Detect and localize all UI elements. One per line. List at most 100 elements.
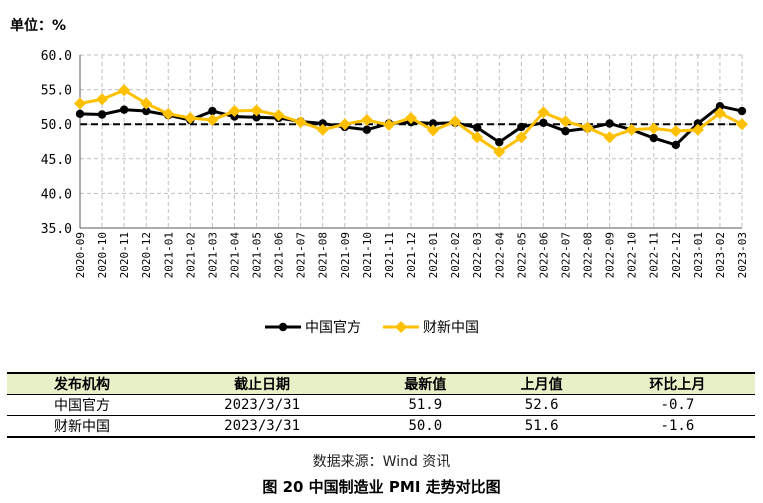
x-tick-label: 2022-05 bbox=[515, 232, 528, 278]
data-point bbox=[162, 107, 175, 120]
x-tick-label: 2021-03 bbox=[206, 232, 219, 278]
data-point bbox=[74, 97, 86, 110]
x-tick-label: 2023-01 bbox=[692, 232, 705, 278]
table-header-row: 发布机构 截止日期 最新值 上月值 环比上月 bbox=[7, 372, 755, 395]
cell-mom: -1.6 bbox=[599, 415, 755, 438]
pmi-summary-table: 发布机构 截止日期 最新值 上月值 环比上月 中国官方 2023/3/31 51… bbox=[7, 372, 755, 438]
x-tick-label: 2021-11 bbox=[383, 232, 396, 278]
y-tick-label: 60.0 bbox=[41, 49, 72, 64]
unit-label: 单位：% bbox=[10, 17, 66, 34]
x-tick-label: 2022-03 bbox=[471, 232, 484, 278]
data-point bbox=[495, 137, 504, 147]
table-row: 财新中国 2023/3/31 50.0 51.6 -1.6 bbox=[7, 415, 755, 438]
legend-label: 财新中国 bbox=[423, 320, 479, 336]
series-caixin bbox=[74, 84, 748, 158]
data-point bbox=[515, 131, 528, 144]
data-point bbox=[360, 114, 373, 127]
source-note: 数据来源：Wind 资讯 bbox=[312, 454, 451, 470]
y-tick-label: 50.0 bbox=[41, 118, 72, 133]
x-tick-label: 2022-02 bbox=[449, 232, 462, 278]
legend-label: 中国官方 bbox=[305, 320, 361, 336]
data-point bbox=[605, 119, 614, 128]
x-tick-label: 2021-02 bbox=[184, 232, 197, 278]
data-point bbox=[473, 123, 482, 132]
x-tick-label: 2022-06 bbox=[537, 232, 550, 278]
data-point bbox=[449, 115, 462, 128]
cell-latest: 51.9 bbox=[367, 394, 484, 416]
data-point bbox=[581, 121, 594, 134]
data-point bbox=[427, 124, 440, 137]
header-mom: 环比上月 bbox=[599, 372, 755, 395]
data-point bbox=[318, 119, 327, 128]
cell-prev: 52.6 bbox=[483, 394, 600, 416]
data-point bbox=[603, 131, 616, 144]
data-point bbox=[517, 122, 526, 132]
x-tick-label: 2021-05 bbox=[251, 232, 264, 278]
data-point bbox=[713, 107, 726, 120]
data-point bbox=[669, 125, 682, 138]
data-point bbox=[537, 106, 550, 119]
figure-caption: 图 20 中国制造业 PMI 走势对比图 bbox=[262, 478, 501, 496]
data-point bbox=[294, 116, 307, 129]
data-point bbox=[539, 118, 548, 128]
data-point bbox=[119, 105, 129, 114]
x-tick-label: 2021-07 bbox=[295, 232, 308, 278]
data-point bbox=[206, 114, 219, 127]
legend-swatch-marker bbox=[395, 321, 407, 333]
cell-prev: 51.6 bbox=[483, 415, 600, 438]
data-point bbox=[561, 126, 570, 136]
data-point bbox=[362, 125, 372, 134]
x-tick-label: 2021-08 bbox=[317, 232, 330, 278]
data-point bbox=[428, 119, 438, 128]
x-tick-label: 2022-08 bbox=[582, 232, 595, 278]
data-point bbox=[691, 123, 704, 136]
x-tick-label: 2021-12 bbox=[405, 232, 418, 278]
data-point bbox=[250, 104, 263, 117]
x-tick-label: 2022-11 bbox=[648, 232, 661, 278]
data-point bbox=[715, 102, 725, 111]
x-tick-label: 2022-01 bbox=[427, 232, 440, 278]
data-point bbox=[252, 113, 261, 122]
legend-item: 财新中国 bbox=[383, 320, 479, 336]
x-tick-label: 2020-12 bbox=[140, 232, 153, 278]
cell-org: 财新中国 bbox=[7, 415, 157, 438]
x-tick-label: 2020-11 bbox=[118, 232, 131, 278]
cell-date: 2023/3/31 bbox=[157, 415, 368, 438]
data-point bbox=[493, 145, 506, 158]
data-point bbox=[142, 106, 151, 116]
x-tick-label: 2022-09 bbox=[604, 232, 617, 278]
x-tick-label: 2020-10 bbox=[96, 232, 109, 278]
header-date: 截止日期 bbox=[157, 372, 368, 395]
data-point bbox=[693, 119, 703, 128]
data-point bbox=[272, 109, 285, 122]
data-point bbox=[97, 110, 107, 119]
data-point bbox=[208, 106, 217, 116]
data-point bbox=[184, 111, 197, 124]
data-point bbox=[316, 123, 329, 136]
x-tick-label: 2021-06 bbox=[273, 232, 286, 278]
data-point bbox=[405, 111, 417, 124]
legend: 中国官方 财新中国 bbox=[265, 320, 479, 336]
y-tick-label: 45.0 bbox=[41, 153, 72, 168]
x-tick-label: 2021-01 bbox=[162, 232, 175, 278]
data-point bbox=[382, 118, 395, 131]
table-row: 中国官方 2023/3/31 51.9 52.6 -0.7 bbox=[7, 394, 755, 416]
data-point bbox=[96, 93, 109, 106]
data-point bbox=[649, 133, 658, 143]
cell-latest: 50.0 bbox=[367, 415, 484, 438]
x-tick-label: 2021-04 bbox=[228, 232, 241, 279]
series-layer bbox=[74, 84, 748, 158]
x-tick-label: 2021-10 bbox=[361, 232, 374, 278]
data-point bbox=[736, 118, 748, 131]
cell-date: 2023/3/31 bbox=[157, 394, 368, 416]
cell-org: 中国官方 bbox=[7, 394, 157, 416]
data-point bbox=[338, 118, 351, 131]
y-tick-label: 40.0 bbox=[41, 187, 72, 202]
data-point bbox=[647, 122, 660, 135]
x-tick-label: 2022-07 bbox=[559, 232, 572, 278]
header-org: 发布机构 bbox=[7, 372, 157, 395]
data-point bbox=[75, 109, 85, 119]
x-tick-label: 2020-09 bbox=[74, 232, 87, 278]
data-point bbox=[471, 131, 484, 144]
